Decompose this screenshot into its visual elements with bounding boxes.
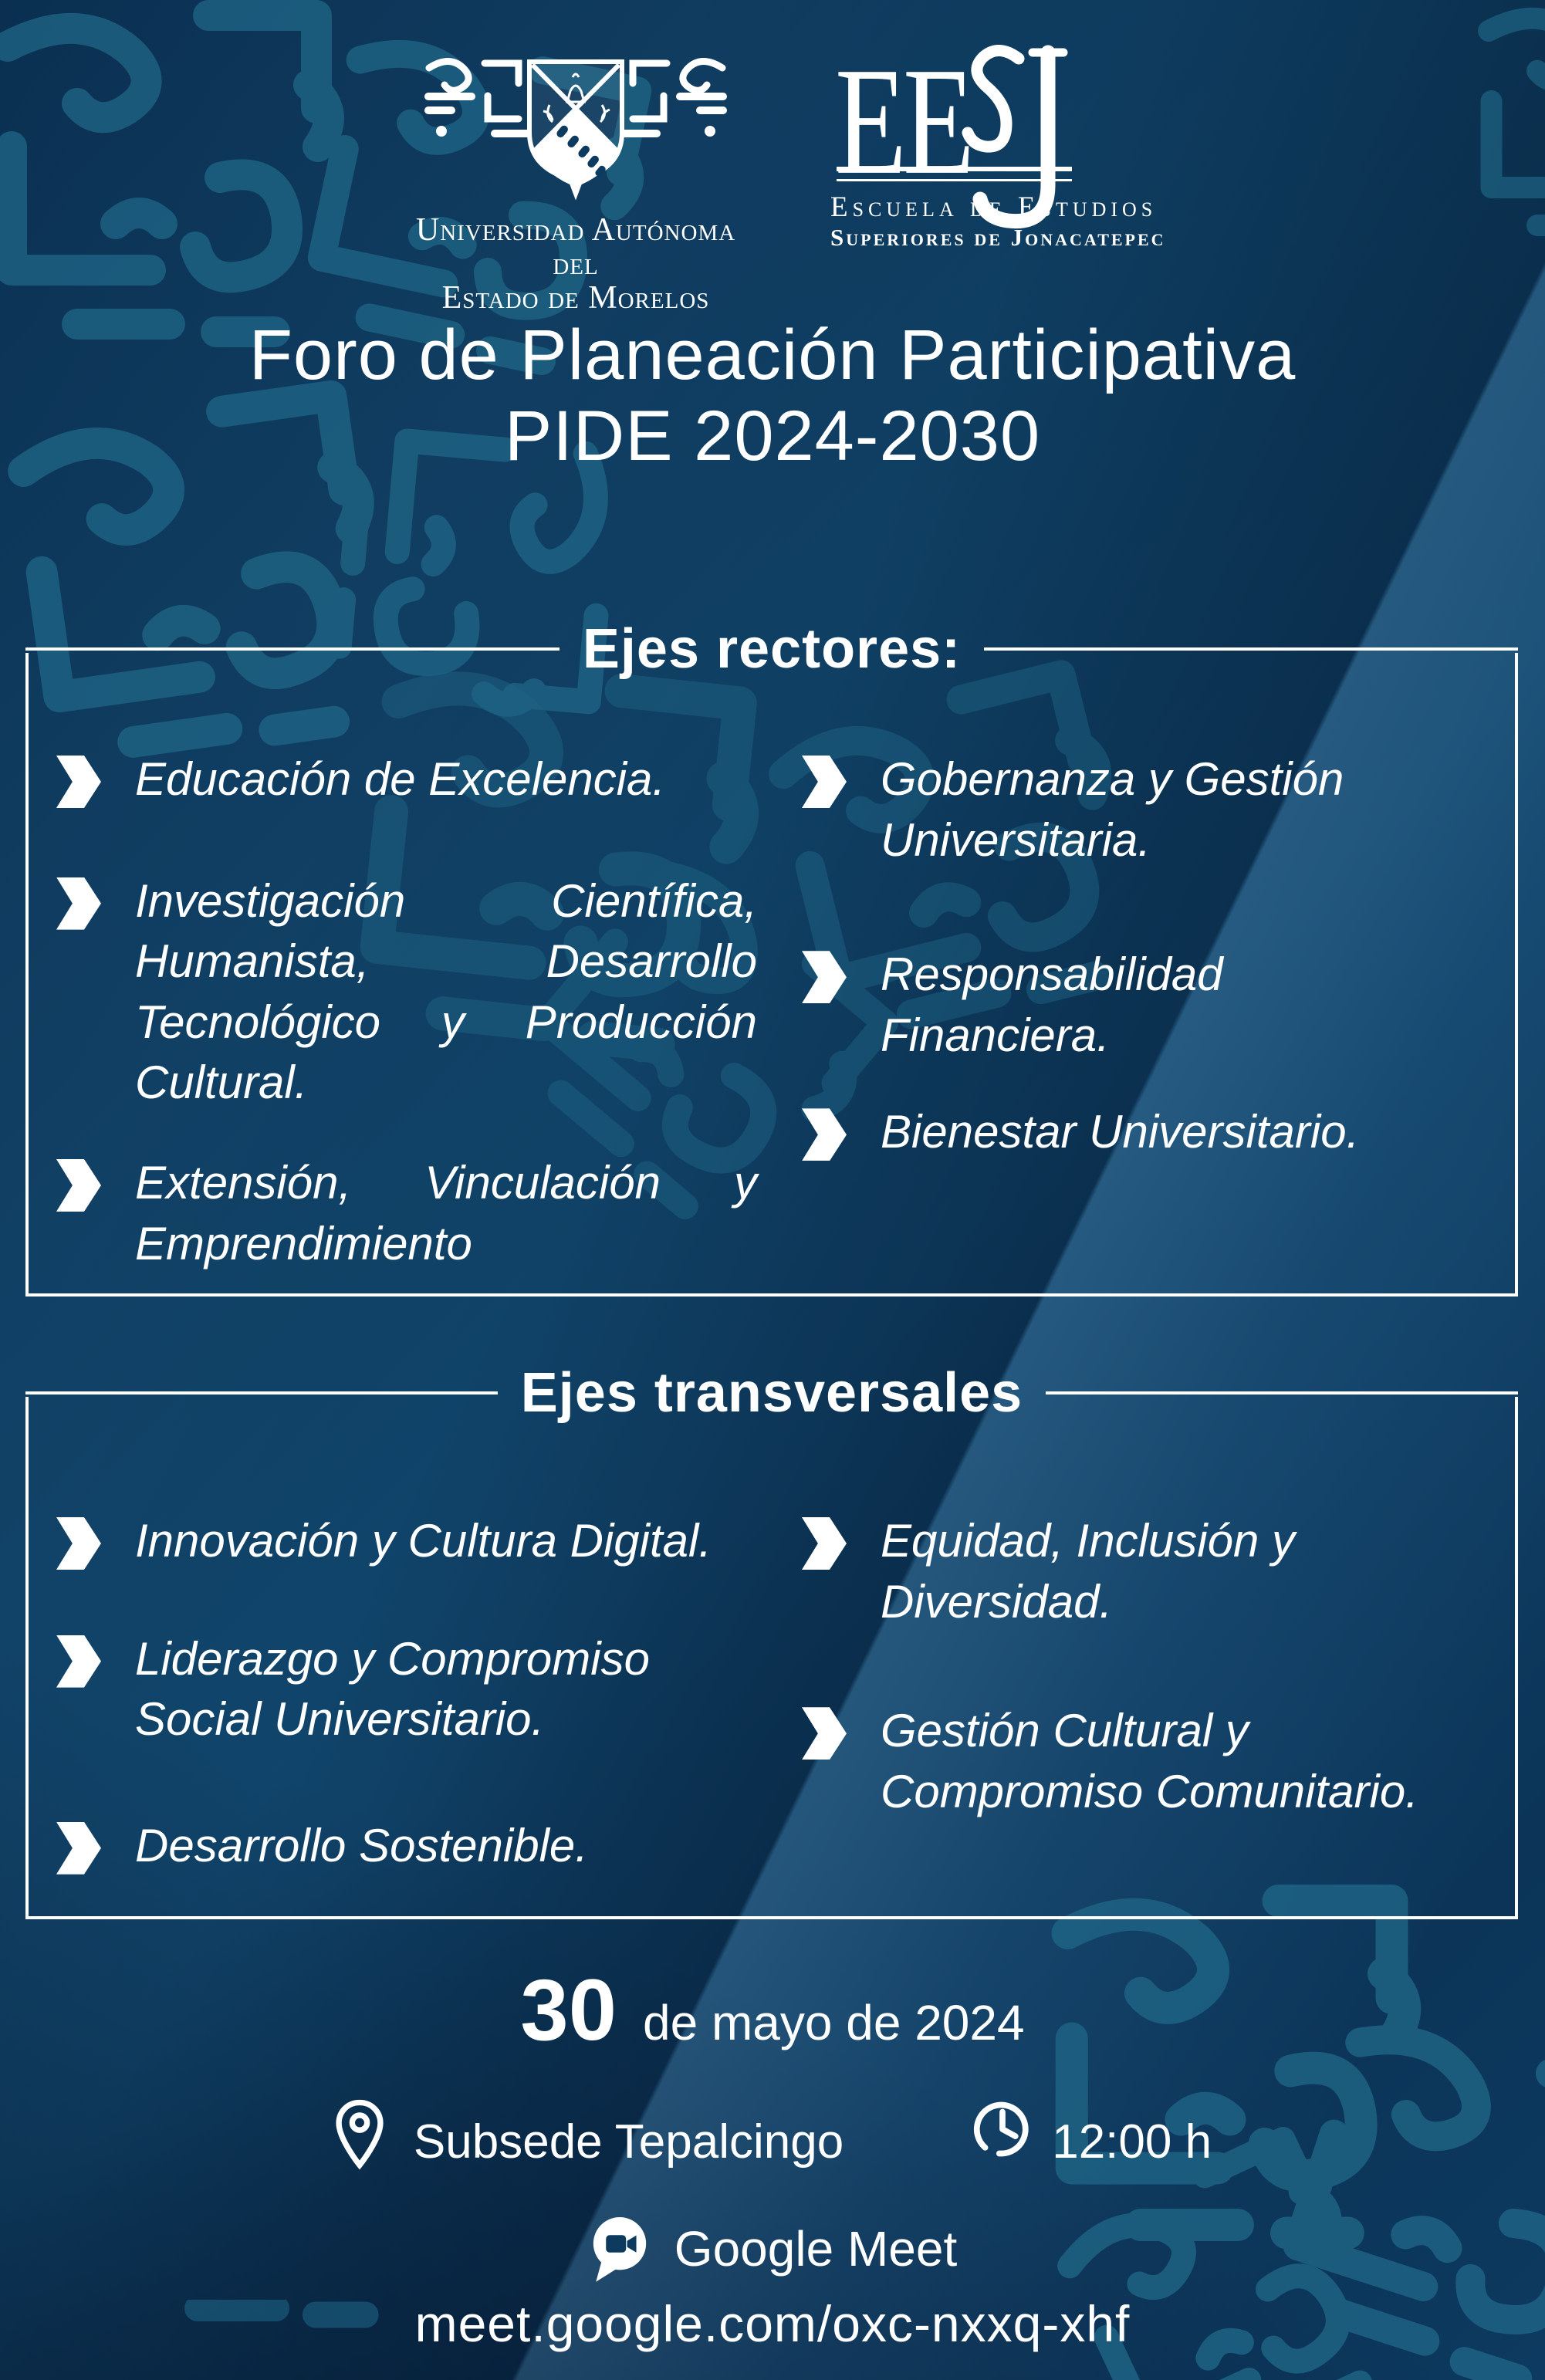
- venue-time-row: Subsede Tepalcingo 12:00 h: [333, 2097, 1212, 2174]
- platform-label: Google Meet: [674, 2221, 958, 2277]
- event-details: 30 de mayo de 2024 Subsede Tepalcingo 12…: [0, 1960, 1545, 2353]
- list-item-text: Equidad, Inclusión y Diversidad.: [881, 1515, 1296, 1628]
- chevron-bullet-icon: [802, 756, 847, 808]
- list-item-text: Gestión Cultural y Compromiso Comunitari…: [881, 1705, 1418, 1817]
- list-item-text: Educación de Excelencia.: [135, 753, 666, 805]
- event-day: 30: [520, 1962, 617, 2058]
- eesj-acronym: EE: [835, 36, 1131, 229]
- list-item: Educación de Excelencia.: [56, 749, 774, 810]
- event-date: 30 de mayo de 2024: [520, 1960, 1024, 2060]
- clock-icon-wrap: [970, 2097, 1035, 2162]
- list-item: Liderazgo y Compromiso Social Universita…: [56, 1629, 774, 1750]
- time-label: 12:00 h: [1052, 2115, 1212, 2169]
- poster-title-line1: Foro de Planeación Participativa: [248, 316, 1297, 394]
- chevron-bullet-icon: [56, 1821, 101, 1875]
- chevron-bullet-icon: [802, 1108, 847, 1161]
- rectores-right-column: Gobernanza y Gestión Universitaria. Resp…: [802, 653, 1504, 1163]
- uaem-logo: Universidad Autónoma del Estado de Morel…: [414, 45, 738, 315]
- section-ejes-transversales: Ejes transversales Innovación y Cultura …: [25, 1362, 1518, 1919]
- chevron-bullet-icon: [802, 1517, 847, 1570]
- chevron-bullet-icon: [56, 1158, 101, 1212]
- list-item: Extensión, Vinculación y Emprendimiento: [56, 1153, 774, 1274]
- eesj-rule-thick: [837, 167, 1072, 171]
- rectores-left-column: Educación de Excelencia. Investigación C…: [56, 653, 774, 1274]
- list-item-text: Gobernanza y Gestión Universitaria.: [881, 753, 1344, 866]
- poster-title: Foro de Planeación Participativa PIDE 20…: [0, 315, 1545, 477]
- chevron-bullet-icon: [802, 951, 847, 1004]
- location-pin-icon: [336, 2099, 384, 2170]
- list-item-text: Desarrollo Sostenible.: [135, 1819, 588, 1871]
- list-item: Gobernanza y Gestión Universitaria.: [802, 749, 1504, 871]
- chevron-bullet-icon: [56, 1635, 101, 1688]
- eesj-rule-thin: [837, 179, 1072, 181]
- meet-link[interactable]: meet.google.com/oxc-nxxq-xhf: [414, 2295, 1131, 2352]
- uaem-name-line2: Estado de Morelos: [441, 280, 710, 316]
- eesj-letters-ee: EE: [835, 36, 975, 207]
- clock-icon: [974, 2101, 1029, 2157]
- section-ejes-transversales-heading: Ejes transversales: [520, 1362, 1023, 1424]
- eesj-school-line1: Escuela de Estudios: [830, 191, 1158, 223]
- header-logos: Universidad Autónoma del Estado de Morel…: [0, 45, 1545, 315]
- list-item-text: Responsabilidad Financiera.: [881, 948, 1223, 1061]
- list-item-text: Innovación y Cultura Digital.: [135, 1515, 712, 1567]
- section-ejes-rectores-heading: Ejes rectores:: [582, 618, 962, 680]
- eesj-rules: [837, 167, 1072, 181]
- list-item: Desarrollo Sostenible.: [56, 1816, 774, 1877]
- list-item-text: Liderazgo y Compromiso Social Universita…: [135, 1632, 650, 1746]
- platform-row: Google Meet: [588, 2214, 957, 2284]
- list-item: Investigación Científica, Humanista, Des…: [56, 871, 774, 1114]
- eesj-logo: EE Escuela de Estudios Superiores de Jon…: [830, 36, 1166, 252]
- section-ejes-rectores-header: Ejes rectores:: [25, 617, 1518, 681]
- eesj-school-line2: Superiores de Jonacatepec: [830, 224, 1166, 251]
- uaem-emblem-icon: [424, 58, 727, 201]
- poster-title-line2: PIDE 2024-2030: [504, 396, 1041, 475]
- list-item: Innovación y Cultura Digital.: [56, 1511, 774, 1572]
- list-item-text: Bienestar Universitario.: [881, 1106, 1360, 1158]
- eesj-sj-glyph-icon: [962, 45, 1068, 229]
- chevron-bullet-icon: [56, 1517, 101, 1570]
- venue-label: Subsede Tepalcingo: [413, 2115, 844, 2169]
- chevron-bullet-icon: [56, 756, 101, 808]
- chevron-bullet-icon: [56, 877, 101, 930]
- list-item: Bienestar Universitario.: [802, 1102, 1504, 1163]
- chevron-bullet-icon: [802, 1707, 847, 1760]
- event-date-rest: de mayo de 2024: [642, 1995, 1025, 2050]
- section-ejes-transversales-header: Ejes transversales: [25, 1361, 1518, 1425]
- list-item-text: Extensión, Vinculación y Emprendimiento: [135, 1156, 757, 1269]
- list-item: Gestión Cultural y Compromiso Comunitari…: [802, 1701, 1504, 1822]
- section-ejes-rectores: Ejes rectores: Educación de Excelencia. …: [25, 618, 1518, 1296]
- transversales-left-column: Innovación y Cultura Digital. Liderazgo …: [56, 1397, 774, 1876]
- uaem-name-line1: Universidad Autónoma del: [415, 212, 736, 282]
- google-meet-icon: [593, 2217, 646, 2282]
- list-item: Responsabilidad Financiera.: [802, 945, 1504, 1066]
- transversales-right-column: Equidad, Inclusión y Diversidad. Gestión…: [802, 1397, 1504, 1822]
- list-item: Equidad, Inclusión y Diversidad.: [802, 1511, 1504, 1632]
- list-item-text: Investigación Científica, Humanista, Des…: [135, 874, 757, 1109]
